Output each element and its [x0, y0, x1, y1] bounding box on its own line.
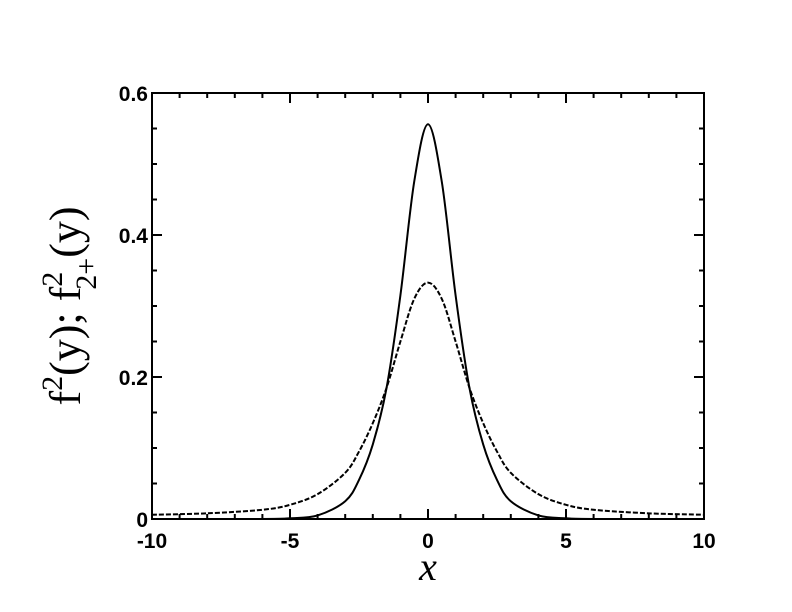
x-tick-label: 0: [422, 530, 434, 553]
y-tick-label: 0.4: [119, 225, 149, 248]
y-title-f: f: [41, 391, 90, 406]
y-title-mid: (y); f: [41, 286, 90, 376]
x-tick-label: -10: [137, 530, 167, 553]
x-tick-label: -5: [281, 530, 300, 553]
y-axis-title: f2(y); f22+(y): [36, 206, 103, 405]
axis-ticks: [151, 92, 705, 520]
x-tick-label: 10: [692, 530, 715, 553]
series-line-solid: [151, 123, 705, 521]
y-tick-label: 0.6: [119, 83, 148, 106]
y-title-sup: 2: [36, 376, 69, 391]
series-group: [151, 123, 705, 521]
y-title-sup-2: 2: [36, 272, 69, 287]
series-line-dashed: [151, 281, 705, 516]
y-tick-label: 0: [136, 509, 148, 532]
y-title-sub: 2+: [70, 258, 103, 290]
y-tick-label: 0.2: [119, 367, 148, 390]
plot-frame: [151, 92, 705, 520]
axis-tick-labels: -10 -5 0 5 10 0 0.2 0.4 0.6: [119, 83, 716, 553]
x-tick-label: 5: [560, 530, 572, 553]
svg-text:f2(y); f22+(y): f2(y); f22+(y): [36, 206, 103, 405]
x-axis-title: x: [418, 544, 437, 589]
y-title-end: (y): [41, 206, 90, 257]
